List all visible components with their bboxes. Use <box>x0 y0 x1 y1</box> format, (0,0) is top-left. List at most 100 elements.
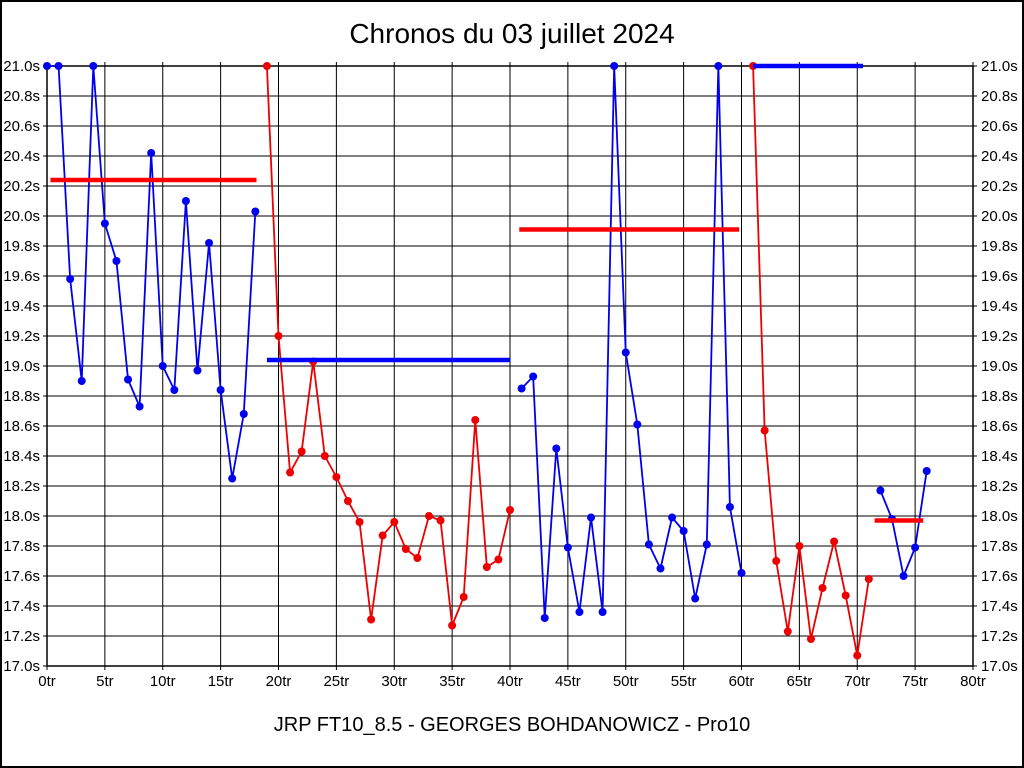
stint-5-laps-point <box>899 572 908 580</box>
y-axis-label-right: 17.2s <box>981 628 1018 645</box>
y-axis-label-right: 18.6s <box>981 418 1018 435</box>
y-axis-label-left: 19.6s <box>3 268 40 285</box>
stint-4-laps-point <box>795 542 804 550</box>
y-axis-label-right: 19.6s <box>981 268 1018 285</box>
stint-2-laps-point <box>297 447 306 456</box>
y-axis-label-left: 18.6s <box>3 418 40 435</box>
stint-4-laps-point <box>783 627 792 636</box>
stint-3-laps-point <box>714 62 723 70</box>
stint-1-laps-point <box>181 197 190 205</box>
chart-title: Chronos du 03 juillet 2024 <box>349 18 675 49</box>
stint-3-laps-point <box>668 513 677 522</box>
stint-3-laps-point <box>587 513 596 522</box>
y-axis-label-right: 18.4s <box>981 448 1018 465</box>
stint-5-laps-point <box>922 467 931 475</box>
stint-2-laps-line <box>266 65 511 626</box>
stint-2-laps-point <box>413 554 422 562</box>
stint-3-laps-point <box>540 614 549 622</box>
y-axis-label-right: 17.8s <box>981 538 1018 555</box>
y-axis-label-right: 19.2s <box>981 328 1018 345</box>
x-axis-label: 60tr <box>729 673 755 690</box>
y-axis-label-left: 20.0s <box>3 208 40 225</box>
chart-subtitle: JRP FT10_8.5 - GEORGES BOHDANOWICZ - Pro… <box>273 714 751 736</box>
y-axis-label-left: 20.4s <box>3 148 40 165</box>
y-axis-label-left: 17.2s <box>3 628 40 645</box>
stint-3-laps-point <box>517 384 526 393</box>
stint-3-laps-point <box>575 608 584 616</box>
stint-1-laps-line <box>47 65 257 479</box>
y-axis-label-left: 19.0s <box>3 358 40 375</box>
stint-1-laps-point <box>66 275 75 283</box>
x-axis-label: 10tr <box>150 673 176 690</box>
stint-1-laps-point <box>89 62 98 70</box>
x-axis-label: 55tr <box>671 673 697 690</box>
y-axis-label-right: 17.0s <box>981 658 1018 675</box>
stint-1-laps-point <box>100 219 109 228</box>
y-axis-label-left: 20.6s <box>3 118 40 135</box>
stint-4-laps-point <box>806 635 815 643</box>
y-axis-label-left: 19.8s <box>3 238 40 255</box>
stint-3-laps-point <box>621 348 630 357</box>
y-axis-label-right: 19.8s <box>981 238 1018 255</box>
stint-4-laps-point <box>818 584 827 592</box>
x-axis-label: 50tr <box>613 673 639 690</box>
stint-2-laps-point <box>390 518 399 526</box>
stint-2-laps-point <box>367 615 376 624</box>
stint-1-laps-point <box>193 366 202 375</box>
stint-4-laps-point <box>853 651 862 660</box>
stint-2-laps-point <box>471 416 480 424</box>
x-axis-label: 15tr <box>208 673 234 690</box>
y-axis-label-left: 20.8s <box>3 88 40 105</box>
stint-3-laps-point <box>529 372 538 381</box>
y-axis-label-right: 20.4s <box>981 148 1018 165</box>
y-axis-label-left: 18.4s <box>3 448 40 465</box>
y-axis-label-right: 17.6s <box>981 568 1018 585</box>
stint-3-laps-point <box>633 420 642 429</box>
stint-1-laps-point <box>228 474 237 483</box>
stint-2-laps-point <box>286 468 295 477</box>
stint-5-laps-point <box>911 543 920 552</box>
x-axis-label: 30tr <box>381 673 407 690</box>
y-axis-label-right: 17.4s <box>981 598 1018 615</box>
stint-3-laps-point <box>691 594 700 603</box>
stint-4-laps-line <box>752 65 870 656</box>
y-axis-label-right: 20.6s <box>981 118 1018 135</box>
stint-3-laps-point <box>598 608 607 616</box>
x-axis-label: 70tr <box>844 673 870 690</box>
stint-3-laps-point <box>563 543 572 552</box>
y-axis-label-right: 20.8s <box>981 88 1018 105</box>
stint-1-laps-point <box>77 377 86 385</box>
plot-border <box>46 65 974 667</box>
x-axis-label: 25tr <box>323 673 349 690</box>
stint-1-laps-point <box>251 207 260 216</box>
stint-2-laps-point <box>424 512 433 520</box>
y-axis-label-left: 17.0s <box>3 658 40 675</box>
stint-4-laps-point <box>760 426 769 435</box>
stint-4-laps-point <box>830 537 839 546</box>
stint-2-laps-point <box>274 332 283 340</box>
x-axis-label: 75tr <box>902 673 928 690</box>
y-axis-label-left: 18.8s <box>3 388 40 405</box>
stint-5-laps-point <box>876 486 885 495</box>
x-axis-label: 5tr <box>96 673 114 690</box>
stint-3-laps-point <box>552 444 561 453</box>
stint-1-laps-point <box>124 375 133 384</box>
stint-1-laps-point <box>54 62 63 70</box>
stint-2-laps-point <box>448 621 457 630</box>
y-axis-label-right: 18.0s <box>981 508 1018 525</box>
stint-5-laps-line <box>879 470 928 580</box>
y-axis-label-left: 17.4s <box>3 598 40 615</box>
stint-2-laps-point <box>378 531 387 540</box>
x-axis-label: 65tr <box>786 673 812 690</box>
stint-3-laps-point <box>610 62 619 70</box>
stint-3-laps-point <box>702 540 711 549</box>
stint-2-laps-point <box>506 506 514 514</box>
stint-2-laps-point <box>459 593 468 601</box>
stint-2-laps-point <box>494 555 503 564</box>
stint-2-laps-point <box>401 545 410 553</box>
y-axis-label-left: 17.6s <box>3 568 40 585</box>
stint-3-laps-point <box>644 540 653 549</box>
stint-2-laps-point <box>436 516 445 525</box>
stint-1-laps-point <box>158 362 167 370</box>
